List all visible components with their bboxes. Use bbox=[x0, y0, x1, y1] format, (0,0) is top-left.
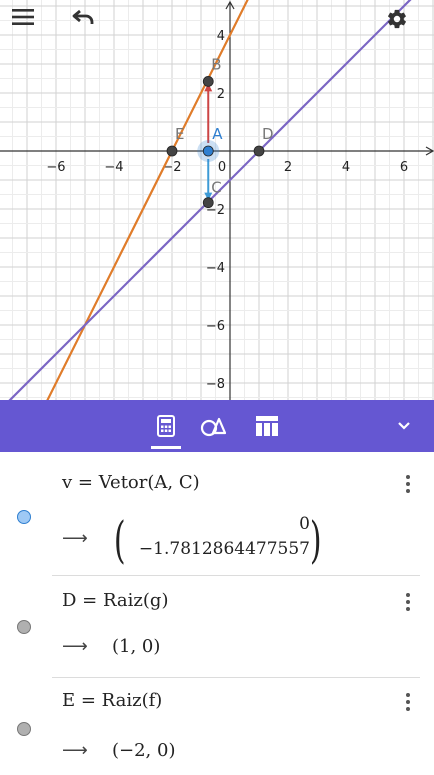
more-options-icon[interactable] bbox=[398, 590, 418, 614]
more-options-icon[interactable] bbox=[398, 472, 418, 496]
output-arrow-icon: ⟶ bbox=[62, 528, 88, 549]
point-b[interactable] bbox=[202, 76, 214, 87]
x-tick-label: 6 bbox=[400, 160, 408, 175]
y-tick-label: −8 bbox=[206, 377, 225, 392]
line-g[interactable] bbox=[0, 0, 433, 400]
menu-icon[interactable] bbox=[12, 8, 48, 44]
visibility-toggle[interactable] bbox=[17, 510, 31, 524]
y-tick-label: −6 bbox=[206, 319, 225, 334]
grid bbox=[0, 0, 434, 400]
definition-text[interactable]: v = Vetor(A, C) bbox=[62, 472, 200, 493]
divider bbox=[52, 677, 420, 678]
point-e[interactable] bbox=[166, 145, 178, 157]
vector-value: ( 0 −1.7812864477557 ) bbox=[113, 511, 323, 569]
line-f[interactable] bbox=[0, 0, 288, 400]
vector-v-arrowhead bbox=[204, 192, 213, 201]
point-d[interactable] bbox=[253, 145, 265, 157]
x-tick-label: 2 bbox=[284, 160, 292, 175]
active-tab-indicator bbox=[151, 446, 181, 449]
x-tick-label: −2 bbox=[162, 160, 181, 175]
vector-u-arrowhead bbox=[204, 83, 213, 92]
algebra-row-d[interactable]: D = Raiz(g) ⟶ (1, 0) bbox=[0, 576, 434, 678]
x-tick-label: 4 bbox=[342, 160, 350, 175]
chevron-down-icon[interactable] bbox=[388, 410, 420, 442]
algebra-row-e[interactable]: E = Raiz(f) ⟶ (−2, 0) bbox=[0, 678, 434, 775]
output-arrow-icon: ⟶ bbox=[62, 740, 88, 761]
point-a[interactable] bbox=[202, 145, 214, 157]
x-tick-label: 0 bbox=[218, 160, 226, 175]
shapes-icon[interactable] bbox=[197, 410, 229, 442]
y-axis-arrow bbox=[225, 0, 235, 10]
algebra-view: v = Vetor(A, C) ⟶ ( 0 −1.7812864477557 )… bbox=[0, 452, 434, 775]
algebra-row-v[interactable]: v = Vetor(A, C) ⟶ ( 0 −1.7812864477557 ) bbox=[0, 452, 434, 576]
output-arrow-icon: ⟶ bbox=[62, 636, 88, 657]
x-tick-label: −4 bbox=[104, 160, 123, 175]
graphics-view[interactable]: −6 −4 −2 0 2 4 6 4 2 −2 −4 −6 −8 A B C D E bbox=[0, 0, 434, 400]
point-c[interactable] bbox=[202, 197, 214, 209]
definition-text[interactable]: D = Raiz(g) bbox=[62, 590, 169, 611]
y-tick-label: 2 bbox=[217, 87, 225, 102]
x-tick-label: −6 bbox=[46, 160, 65, 175]
y-tick-label: −4 bbox=[206, 261, 225, 276]
calculator-icon[interactable] bbox=[150, 410, 182, 442]
view-toolbar bbox=[0, 400, 434, 452]
point-e-label: E bbox=[175, 125, 184, 143]
vector-x: 0 bbox=[299, 514, 310, 534]
y-tick-label: 4 bbox=[217, 29, 225, 44]
undo-icon[interactable] bbox=[72, 8, 108, 44]
output-value: (1, 0) bbox=[112, 636, 161, 657]
table-icon[interactable] bbox=[251, 410, 283, 442]
more-options-icon[interactable] bbox=[398, 690, 418, 714]
point-c-label: C bbox=[211, 179, 221, 197]
output-value: (−2, 0) bbox=[112, 740, 176, 761]
visibility-toggle[interactable] bbox=[17, 620, 31, 634]
vector-y: −1.7812864477557 bbox=[138, 539, 310, 559]
point-b-label: B bbox=[211, 55, 221, 73]
definition-text[interactable]: E = Raiz(f) bbox=[62, 690, 163, 711]
divider bbox=[52, 575, 420, 576]
point-d-label: D bbox=[262, 125, 274, 143]
visibility-toggle[interactable] bbox=[17, 722, 31, 736]
x-axis-arrow bbox=[425, 146, 434, 156]
settings-gear-icon[interactable] bbox=[386, 8, 422, 44]
point-a-label: A bbox=[212, 125, 223, 143]
